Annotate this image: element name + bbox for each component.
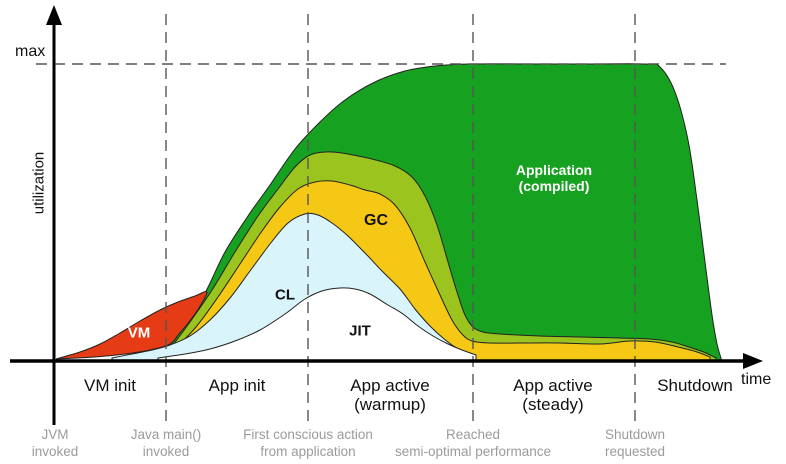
y-axis-label: utilization — [30, 151, 48, 215]
phase-label-4: Shutdown — [657, 376, 733, 395]
event-caption-2: First conscious action from application — [243, 427, 373, 459]
area-label-jit: JIT — [349, 322, 371, 340]
event-caption-4: Shutdown requested — [604, 427, 666, 459]
phase-label-3: App active (steady) — [513, 376, 593, 414]
area-label-vm: VM — [127, 324, 151, 342]
dashed-guides — [36, 14, 726, 424]
x-axis — [10, 353, 763, 369]
event-caption-3: Reached semi-optimal performance — [394, 427, 552, 459]
x-axis-arrow-icon — [743, 353, 763, 369]
y-axis — [46, 5, 62, 425]
phase-label-0: VM init — [84, 376, 136, 395]
area-label-gc: GC — [364, 212, 388, 229]
y-axis-arrow-icon — [46, 5, 62, 25]
layer-vm — [55, 291, 208, 360]
x-axis-label: time — [741, 371, 772, 388]
area-label-application-compiled: Application (compiled) — [515, 162, 593, 194]
layer-jit — [157, 287, 477, 361]
area-label-cl: CL — [275, 286, 295, 304]
phase-label-1: App init — [208, 376, 266, 395]
stacked-areas — [55, 63, 722, 361]
event-caption-1: Java main() invoked — [130, 427, 202, 459]
phase-label-2: App active (warmup) — [350, 376, 430, 414]
event-caption-0: JVM invoked — [31, 427, 79, 459]
y-max-label: max — [15, 43, 46, 60]
